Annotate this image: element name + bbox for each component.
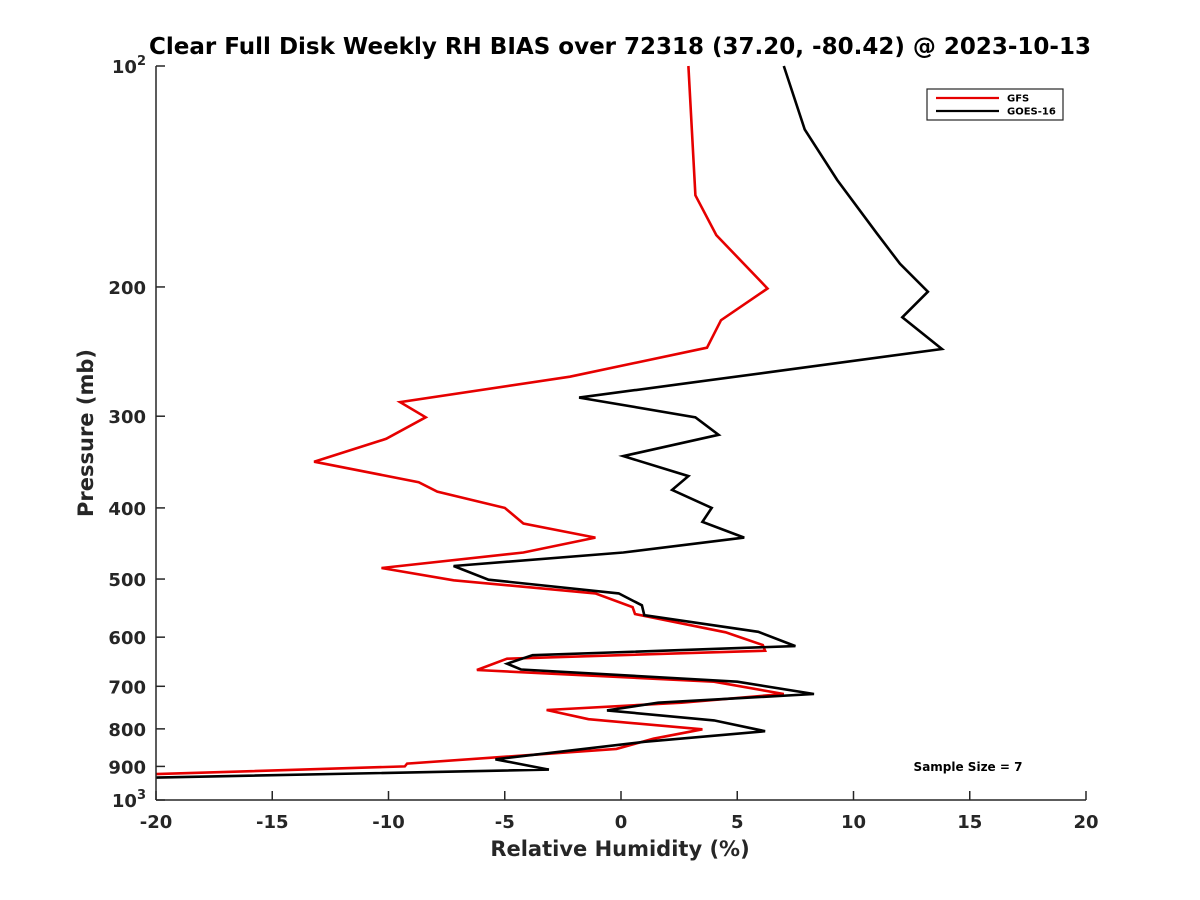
y-tick-label: 800 (108, 720, 146, 741)
sample-size-annotation: Sample Size = 7 (914, 760, 1023, 774)
plot-area: -20 -15 -10 -5 0 5 10 15 20 102 200 300 400 500 600 70… (108, 54, 1098, 833)
x-axis-ticks: -20 -15 -10 -5 0 5 10 15 20 (140, 791, 1099, 833)
x-tick-label: 20 (1073, 812, 1098, 833)
x-axis-label: Relative Humidity (%) (490, 837, 749, 861)
x-tick-label: 15 (957, 812, 982, 833)
series-line-gfs (155, 65, 785, 776)
y-axis-ticks: 102 200 300 400 500 600 700 800 900 103 (108, 54, 165, 812)
y-tick-label: 200 (108, 278, 146, 299)
x-tick-label: -20 (140, 812, 173, 833)
x-tick-label: -10 (372, 812, 405, 833)
chart-title: Clear Full Disk Weekly RH BIAS over 7231… (149, 34, 1091, 60)
y-tick-label: 300 (108, 407, 146, 428)
x-tick-label: -5 (495, 812, 515, 833)
y-tick-label: 500 (108, 570, 146, 591)
y-tick-label: 400 (108, 499, 146, 520)
legend: GFS GOES-16 (926, 88, 1064, 121)
y-tick-label: 900 (108, 757, 146, 778)
y-tick-label: 600 (108, 628, 146, 649)
y-tick-label: 103 (112, 788, 146, 812)
legend-box (926, 88, 1064, 121)
x-tick-label: 10 (841, 812, 866, 833)
y-tick-label: 102 (112, 54, 146, 78)
legend-label-goes16: GOES-16 (1007, 107, 1056, 118)
x-tick-label: -15 (256, 812, 289, 833)
y-tick-label: 700 (108, 677, 146, 698)
series-layer (155, 65, 946, 779)
series-line-goes16 (155, 65, 946, 779)
legend-label-gfs: GFS (1007, 94, 1029, 105)
x-tick-label: 0 (615, 812, 628, 833)
x-tick-label: 5 (731, 812, 744, 833)
y-axis-label: Pressure (mb) (74, 349, 98, 517)
